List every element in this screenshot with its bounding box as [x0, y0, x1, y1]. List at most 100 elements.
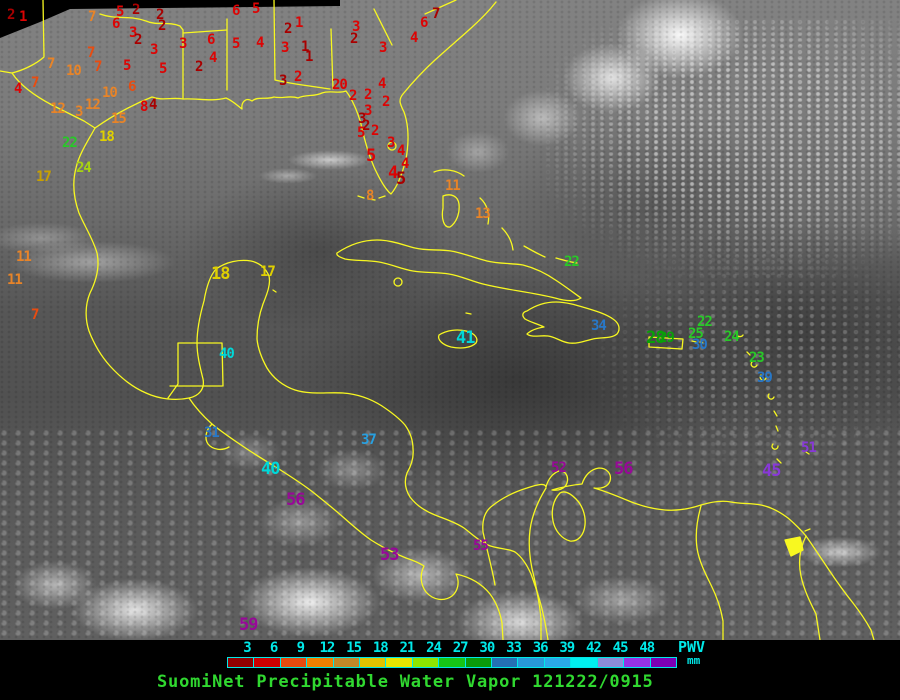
- station-pwv-value: 18: [211, 264, 231, 284]
- lake-okeechobee: [387, 141, 397, 151]
- legend-color-segment: [360, 658, 387, 667]
- station-pwv-value: 40: [219, 346, 235, 362]
- image-caption: SuomiNet Precipitable Water Vapor 121222…: [157, 672, 654, 692]
- station-pwv-value: 6: [128, 79, 137, 95]
- legend-color-segment: [518, 658, 545, 667]
- station-pwv-value: 3: [379, 40, 388, 56]
- legend-color-segment: [333, 658, 361, 667]
- station-pwv-value: 4: [401, 156, 410, 172]
- station-pwv-value: 18: [99, 129, 115, 145]
- station-pwv-value: 3: [387, 135, 396, 151]
- legend-color-segment: [228, 658, 255, 667]
- hispaniola-coastline: [522, 301, 620, 344]
- station-pwv-value: 40: [261, 459, 281, 479]
- station-pwv-value: 11: [7, 272, 23, 288]
- station-pwv-value: 53: [380, 545, 400, 565]
- station-pwv-value: 2: [382, 94, 391, 110]
- station-pwv-value: 4: [209, 50, 218, 66]
- station-pwv-value: 3: [281, 40, 290, 56]
- el-salvador-border: [205, 423, 230, 451]
- lesser-antilles-islands: [272, 289, 810, 464]
- station-pwv-value: 56: [614, 459, 634, 479]
- legend-color-segment: [254, 658, 281, 667]
- station-pwv-value: 4: [397, 143, 406, 159]
- legend-tick-label: 36: [532, 640, 549, 656]
- trinidad-island: [784, 536, 804, 557]
- station-pwv-value: 5: [232, 36, 241, 52]
- station-pwv-value: 39: [757, 370, 773, 386]
- station-pwv-value: 5: [252, 1, 261, 17]
- station-pwv-value: 37: [361, 432, 377, 448]
- tobago-island: [804, 528, 811, 532]
- station-pwv-value: 31: [204, 425, 220, 441]
- station-pwv-value: 1: [301, 39, 310, 55]
- station-pwv-value: 24: [724, 329, 740, 345]
- legend-color-segment: [307, 658, 334, 667]
- legend-tick-label: 48: [639, 640, 655, 656]
- station-pwv-value: 1: [19, 9, 28, 25]
- colombia-venezuela-border: [528, 487, 547, 640]
- legend-color-segment: [280, 658, 308, 667]
- legend-tick-label: 15: [346, 640, 362, 656]
- south-america-coastline: [482, 467, 875, 640]
- us-coastline: [94, 1, 497, 195]
- station-pwv-value: 5: [396, 169, 406, 189]
- pwv-station-values: 2 1 7 5 6 2 3 2 2 2 3 3 2 6 4 5 6 5 4 3 2 1 1 1 3 2 3 7 6 4 3 2 20 4 7 7 10 7…: [7, 1, 817, 634]
- legend-tick-label: 21: [399, 640, 415, 656]
- mexico-central-america-coastline: [73, 127, 549, 640]
- station-pwv-value: 6: [207, 32, 216, 48]
- station-pwv-value: 45: [762, 461, 782, 481]
- station-pwv-value: 55: [473, 538, 489, 554]
- station-pwv-value: 13: [475, 206, 491, 222]
- legend-color-segment: [544, 658, 572, 667]
- us-state-borders: [0, 0, 457, 129]
- legend-color-segment: [492, 658, 519, 667]
- station-pwv-value: 4: [410, 30, 419, 46]
- station-pwv-value: 4: [14, 81, 23, 97]
- cuba-coastline: [336, 239, 582, 302]
- station-pwv-value: 12: [50, 101, 66, 117]
- station-pwv-value: 5: [366, 146, 376, 166]
- station-pwv-value: 2: [132, 2, 141, 18]
- station-pwv-value: 3: [279, 73, 288, 89]
- station-pwv-value: 7: [31, 75, 40, 91]
- station-pwv-value: 22: [564, 254, 580, 270]
- station-pwv-value: 6: [232, 3, 241, 19]
- station-pwv-value: 52: [551, 460, 567, 476]
- legend-unit-sub: mm: [687, 654, 701, 667]
- station-pwv-value: 2: [364, 87, 373, 103]
- station-pwv-value: 12: [85, 97, 101, 113]
- legend-color-segment: [571, 658, 598, 667]
- station-pwv-value: 6: [112, 16, 121, 32]
- station-pwv-value: 3: [364, 103, 373, 119]
- legend-color-bar: [227, 657, 677, 668]
- pacific-coastline: [188, 397, 504, 640]
- station-pwv-value: 28: [646, 328, 666, 348]
- station-pwv-value: 3: [352, 19, 361, 35]
- station-pwv-value: 15: [111, 111, 127, 127]
- legend-tick-label: 42: [586, 640, 602, 656]
- station-pwv-value: 4: [256, 35, 265, 51]
- station-pwv-value: 2: [294, 69, 303, 85]
- legend-color-segment: [439, 658, 466, 667]
- station-pwv-value: 2: [349, 88, 358, 104]
- station-pwv-value: 17: [36, 169, 52, 185]
- station-pwv-value: 22: [697, 314, 713, 330]
- station-pwv-value: 23: [749, 350, 765, 366]
- guatemala-borders: [167, 342, 224, 399]
- legend-tick-label: 39: [559, 640, 575, 656]
- station-pwv-value: 3: [150, 42, 159, 58]
- isle-of-youth: [393, 277, 403, 287]
- station-pwv-value: 3: [358, 111, 367, 127]
- station-pwv-value: 2: [134, 32, 143, 48]
- station-pwv-value: 8: [140, 99, 149, 115]
- station-pwv-value: 4: [149, 97, 158, 113]
- venezuela-east-border: [695, 505, 724, 640]
- station-pwv-value: 7: [87, 45, 96, 61]
- lake-maracaibo: [551, 491, 586, 542]
- legend-color-segment: [412, 658, 440, 667]
- station-pwv-value: 7: [94, 59, 103, 75]
- station-pwv-value: 10: [102, 85, 118, 101]
- station-pwv-value: 11: [16, 249, 32, 265]
